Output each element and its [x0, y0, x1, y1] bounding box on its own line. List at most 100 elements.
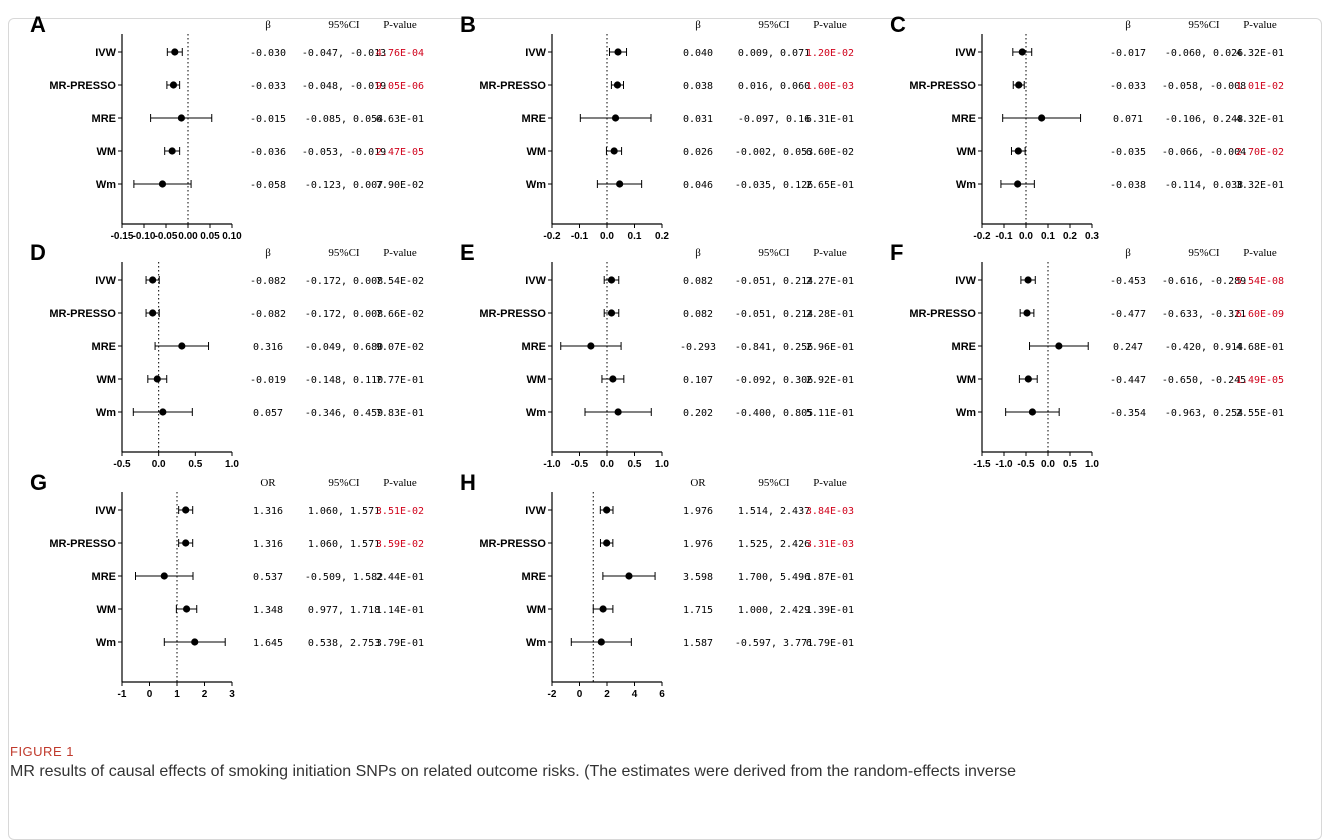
estimate-point: [603, 506, 611, 514]
estimate-point: [168, 147, 176, 155]
x-tick-label: 0.0: [600, 231, 614, 242]
effect-value: 3.598: [683, 572, 713, 583]
p-value: 2.55E-01: [1236, 408, 1284, 419]
estimate-point: [159, 408, 167, 416]
panel-d: D β 95%CI P-value -0.5 0.0 0.5 1.0 IVW -0.082 -0.…: [28, 238, 448, 470]
x-tick-label: 0.3: [1085, 231, 1099, 242]
ci-value: -0.085, 0.054: [305, 114, 383, 125]
panel-label: D: [30, 240, 46, 265]
method-label: WM: [526, 146, 546, 158]
p-value: 7.90E-02: [376, 180, 424, 191]
ci-header: 95%CI: [1188, 19, 1220, 31]
effect-value: -0.036: [250, 147, 286, 158]
effect-value: -0.082: [250, 276, 286, 287]
method-label: WM: [96, 374, 116, 386]
p-value: 2.44E-01: [376, 572, 424, 583]
estimate-point: [1055, 342, 1063, 350]
ci-value: -0.172, 0.008: [305, 276, 383, 287]
effect-value: 0.038: [683, 81, 713, 92]
method-label: MRE: [92, 571, 116, 583]
estimate-point: [1028, 408, 1037, 416]
x-tick-label: 0.0: [152, 459, 166, 470]
effect-value: -0.015: [250, 114, 286, 125]
method-label: MRE: [92, 341, 116, 353]
ci-value: -0.963, 0.254: [1165, 408, 1243, 419]
ci-header: 95%CI: [758, 19, 790, 31]
effect-value: -0.477: [1110, 309, 1146, 320]
effect-header: β: [695, 19, 701, 31]
ci-value: 1.060, 1.571: [308, 506, 380, 517]
x-tick-label: -0.1: [571, 231, 589, 242]
effect-header: β: [265, 247, 271, 259]
ci-value: 0.538, 2.753: [308, 638, 380, 649]
method-label: Wm: [956, 407, 976, 419]
x-tick-label: 0.05: [200, 231, 220, 242]
forest-plot-c: β 95%CI P-value -0.2 -0.1 0.0 0.1 0.2 0.3 IVW -0.0…: [909, 19, 1284, 242]
p-value: 2.47E-05: [376, 147, 424, 158]
ci-header: 95%CI: [1188, 247, 1220, 259]
effect-value: 1.715: [683, 605, 713, 616]
effect-value: -0.058: [250, 180, 286, 191]
ci-value: -0.114, 0.038: [1165, 180, 1243, 191]
ci-value: -0.597, 3.771: [735, 638, 813, 649]
method-label: MR-PRESSO: [49, 80, 116, 92]
method-label: MRE: [522, 113, 546, 125]
p-value: 4.76E-04: [376, 48, 424, 59]
estimate-point: [1014, 180, 1022, 188]
x-tick-label: -1: [118, 689, 127, 700]
x-tick-label: -1.0: [995, 459, 1013, 470]
effect-value: -0.447: [1110, 375, 1146, 386]
forest-plot-h: OR 95%CI P-value -2 0 2 4 6 IVW 1.976 1.514, 2.437…: [479, 477, 854, 700]
p-value: 6.79E-01: [806, 638, 854, 649]
p-value: 3.51E-02: [376, 506, 424, 517]
method-label: IVW: [525, 275, 546, 287]
ci-value: -0.048, -0.019: [302, 81, 386, 92]
effect-value: 0.107: [683, 375, 713, 386]
x-tick-label: 1: [174, 689, 180, 700]
method-label: IVW: [955, 275, 976, 287]
forest-plot-d: β 95%CI P-value -0.5 0.0 0.5 1.0 IVW -0.082 -0.17…: [49, 247, 424, 470]
p-header: P-value: [383, 477, 417, 489]
p-header: P-value: [383, 19, 417, 31]
x-tick-label: -0.2: [543, 231, 561, 242]
effect-value: 1.587: [683, 638, 713, 649]
ci-value: -0.058, -0.008: [1162, 81, 1246, 92]
effect-value: -0.035: [1110, 147, 1146, 158]
p-value: 2.65E-01: [806, 180, 854, 191]
p-value: 2.28E-01: [806, 309, 854, 320]
ci-value: -0.092, 0.306: [735, 375, 813, 386]
method-label: IVW: [955, 47, 976, 59]
method-label: Wm: [526, 407, 546, 419]
effect-value: 1.645: [253, 638, 283, 649]
estimate-point: [182, 506, 190, 514]
method-label: IVW: [525, 505, 546, 517]
panel-label: H: [460, 470, 476, 495]
estimate-point: [616, 180, 624, 188]
x-tick-label: -0.5: [571, 459, 589, 470]
method-label: WM: [526, 604, 546, 616]
p-value: 1.49E-05: [1236, 375, 1284, 386]
method-label: IVW: [95, 47, 116, 59]
p-header: P-value: [1243, 19, 1277, 31]
p-value: 6.31E-01: [806, 114, 854, 125]
effect-value: 0.202: [683, 408, 713, 419]
effect-header: β: [695, 247, 701, 259]
figure-frame: [8, 18, 1322, 840]
effect-value: -0.030: [250, 48, 286, 59]
p-value: 7.66E-02: [376, 309, 424, 320]
estimate-point: [1015, 81, 1023, 89]
estimate-point: [149, 276, 157, 284]
p-value: 1.87E-01: [806, 572, 854, 583]
ci-header: 95%CI: [328, 247, 360, 259]
ci-value: 0.977, 1.718: [308, 605, 380, 616]
ci-value: 1.000, 2.429: [738, 605, 810, 616]
forest-plot-g: OR 95%CI P-value -1 0 1 2 3 IVW 1.316 1.060, 1.571…: [49, 477, 424, 700]
estimate-point: [611, 114, 620, 122]
estimate-point: [1023, 309, 1031, 317]
x-tick-label: 0.0: [1041, 459, 1055, 470]
estimate-point: [158, 180, 167, 188]
effect-value: -0.033: [1110, 81, 1146, 92]
ci-value: -0.509, 1.582: [305, 572, 383, 583]
p-value: 3.31E-03: [806, 539, 854, 550]
ci-value: 0.016, 0.060: [738, 81, 810, 92]
